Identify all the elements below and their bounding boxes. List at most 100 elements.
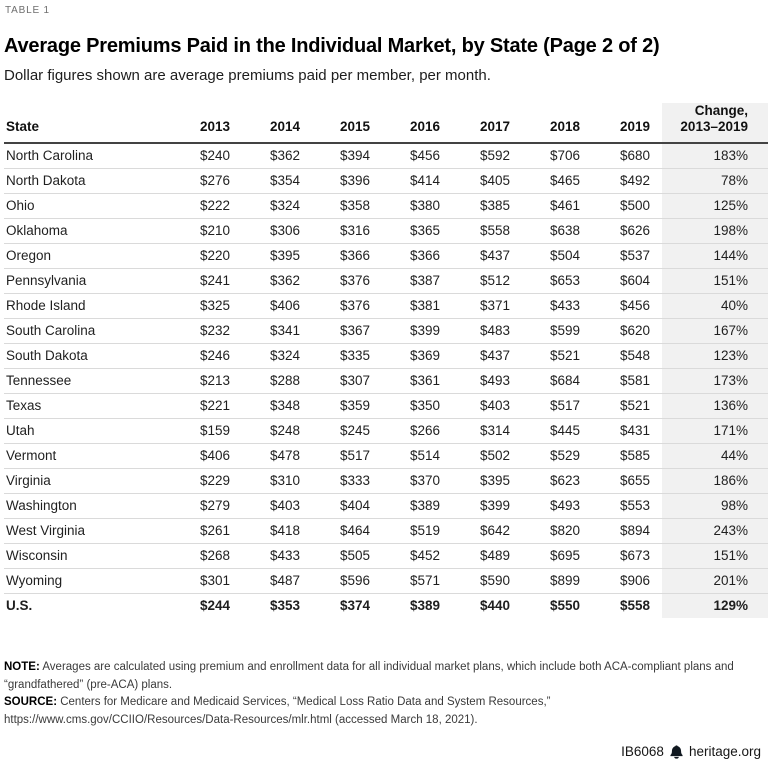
state-cell: North Dakota <box>4 168 172 194</box>
document-id: IB6068 <box>621 744 664 759</box>
premium-cell: $590 <box>452 568 522 594</box>
premium-cell: $210 <box>172 218 242 244</box>
column-header-2017: 2017 <box>452 103 522 144</box>
premium-cell: $213 <box>172 368 242 394</box>
table-row: Virginia $229 $310 $333 $370 $395 $623 $655 186% <box>4 468 768 494</box>
change-cell: 98% <box>662 493 768 519</box>
premium-cell: $288 <box>242 368 312 394</box>
premium-cell: $222 <box>172 193 242 219</box>
premium-cell: $512 <box>452 268 522 294</box>
premium-cell: $517 <box>312 443 382 469</box>
premium-cell: $464 <box>312 518 382 544</box>
state-cell: Wyoming <box>4 568 172 594</box>
table-row-total: U.S. $244 $353 $374 $389 $440 $550 $558 129% <box>4 593 768 618</box>
premium-cell: $232 <box>172 318 242 344</box>
premiums-table: State 2013 2014 2015 2016 2017 2018 2019… <box>4 103 768 618</box>
table-row: Tennessee $213 $288 $307 $361 $493 $684 $581 173… <box>4 368 768 394</box>
premium-cell: $385 <box>452 193 522 219</box>
premium-cell: $519 <box>382 518 452 544</box>
state-cell: Oregon <box>4 243 172 269</box>
premium-cell: $521 <box>522 343 592 369</box>
premium-cell: $592 <box>452 143 522 169</box>
premium-cell: $353 <box>269 598 300 613</box>
column-header-2014: 2014 <box>242 103 312 144</box>
table-label: TABLE 1 <box>5 5 50 16</box>
table-row: Utah $159 $248 $245 $266 $314 $445 $431 171% <box>4 418 768 444</box>
premium-cell: $638 <box>522 218 592 244</box>
premium-cell: $399 <box>452 493 522 519</box>
premium-cell: $680 <box>592 143 662 169</box>
premium-cell: $370 <box>382 468 452 494</box>
premium-cell: $899 <box>522 568 592 594</box>
premium-cell: $389 <box>409 598 440 613</box>
premium-cell: $266 <box>382 418 452 444</box>
premium-cell: $381 <box>382 293 452 319</box>
premium-cell: $493 <box>452 368 522 394</box>
premium-cell: $159 <box>172 418 242 444</box>
premium-cell: $399 <box>382 318 452 344</box>
premium-cell: $395 <box>452 468 522 494</box>
table-row: Ohio $222 $324 $358 $380 $385 $461 $500 125% <box>4 193 768 219</box>
premium-cell: $261 <box>172 518 242 544</box>
premium-cell: $359 <box>312 393 382 419</box>
state-cell: Vermont <box>4 443 172 469</box>
column-header-state: State <box>4 103 172 144</box>
premium-cell: $550 <box>549 598 580 613</box>
premium-cell: $354 <box>242 168 312 194</box>
premium-cell: $366 <box>382 243 452 269</box>
table-row: Vermont $406 $478 $517 $514 $502 $529 $585 44% <box>4 443 768 469</box>
state-cell: Texas <box>4 393 172 419</box>
column-header-2015: 2015 <box>312 103 382 144</box>
premium-cell: $240 <box>172 143 242 169</box>
premium-cell: $445 <box>522 418 592 444</box>
premium-cell: $341 <box>242 318 312 344</box>
premium-cell: $596 <box>312 568 382 594</box>
premium-cell: $350 <box>382 393 452 419</box>
page-title: Average Premiums Paid in the Individual … <box>4 35 660 57</box>
table-row: Oregon $220 $395 $366 $366 $437 $504 $537 144% <box>4 243 768 269</box>
premium-cell: $301 <box>172 568 242 594</box>
premium-cell: $361 <box>382 368 452 394</box>
premium-cell: $369 <box>382 343 452 369</box>
premium-cell: $456 <box>592 293 662 319</box>
change-cell: 173% <box>662 368 768 394</box>
change-cell: 129% <box>662 593 768 618</box>
premium-cell: $394 <box>312 143 382 169</box>
premium-cell: $517 <box>522 393 592 419</box>
premium-cell: $500 <box>592 193 662 219</box>
premium-cell: $314 <box>452 418 522 444</box>
header-row: State 2013 2014 2015 2016 2017 2018 2019… <box>4 103 768 144</box>
table-row: South Dakota $246 $324 $335 $369 $437 $521 $548… <box>4 343 768 369</box>
premium-cell: $325 <box>172 293 242 319</box>
premium-cell: $362 <box>242 143 312 169</box>
table-row: Wyoming $301 $487 $596 $571 $590 $899 $906 201% <box>4 568 768 594</box>
change-cell: 151% <box>662 268 768 294</box>
premium-cell: $307 <box>312 368 382 394</box>
premium-cell: $521 <box>592 393 662 419</box>
premium-cell: $276 <box>172 168 242 194</box>
liberty-bell-icon <box>670 744 683 759</box>
premium-cell: $433 <box>242 543 312 569</box>
premium-cell: $241 <box>172 268 242 294</box>
premium-cell: $306 <box>242 218 312 244</box>
change-cell: 151% <box>662 543 768 569</box>
change-cell: 125% <box>662 193 768 219</box>
premium-cell: $684 <box>522 368 592 394</box>
premium-cell: $502 <box>452 443 522 469</box>
site-name: heritage.org <box>688 744 761 759</box>
premium-cell: $437 <box>452 243 522 269</box>
premium-cell: $487 <box>242 568 312 594</box>
state-cell: Pennsylvania <box>4 268 172 294</box>
table-row: Texas $221 $348 $359 $350 $403 $517 $521 136% <box>4 393 768 419</box>
change-cell: 144% <box>662 243 768 269</box>
state-cell: West Virginia <box>4 518 172 544</box>
premium-cell: $246 <box>172 343 242 369</box>
state-cell: South Dakota <box>4 343 172 369</box>
premium-cell: $403 <box>452 393 522 419</box>
table-row: North Dakota $276 $354 $396 $414 $405 $465 $492… <box>4 168 768 194</box>
table-header: State 2013 2014 2015 2016 2017 2018 2019… <box>4 103 768 144</box>
state-cell: Oklahoma <box>4 218 172 244</box>
premium-cell: $599 <box>522 318 592 344</box>
premium-cell: $404 <box>312 493 382 519</box>
premium-cell: $324 <box>242 343 312 369</box>
